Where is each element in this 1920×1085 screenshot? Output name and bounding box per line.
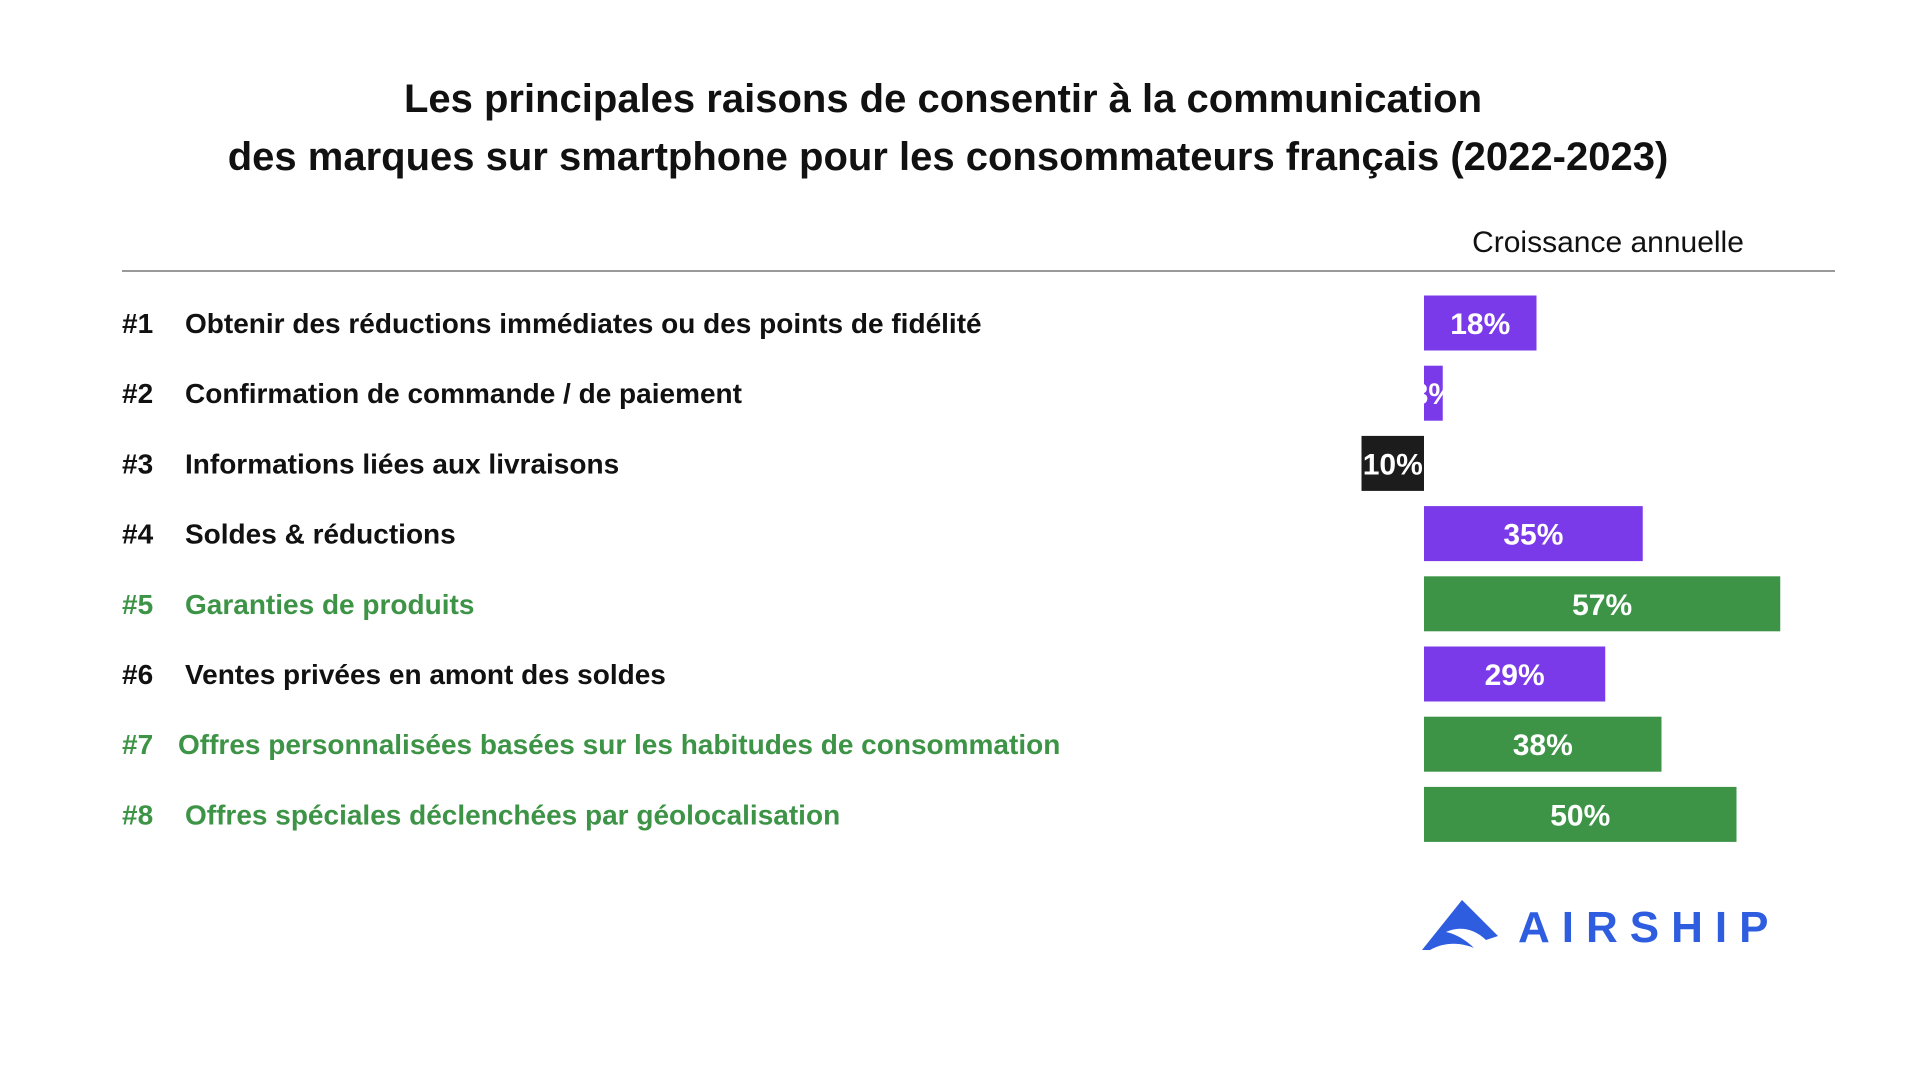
bar	[1424, 295, 1537, 351]
bar-value-label: 35%	[1503, 519, 1563, 552]
bar	[1424, 506, 1643, 562]
airship-logo-icon	[1422, 900, 1498, 950]
bar-value-label: 57%	[1572, 589, 1632, 622]
row-label: Confirmation de commande / de paiement	[185, 378, 742, 409]
bar-value-label: 3%	[1412, 378, 1455, 411]
bar-value-label: 50%	[1550, 799, 1610, 832]
bar	[1424, 646, 1606, 702]
row-rank: #3	[122, 448, 153, 479]
bar-value-label: 18%	[1450, 308, 1510, 341]
airship-logo: AIRSHIP	[1422, 900, 1780, 952]
row-rank: #2	[122, 378, 153, 409]
bar	[1424, 576, 1781, 632]
bar	[1424, 786, 1737, 842]
row-rank: #4	[122, 519, 154, 550]
bar	[1424, 716, 1662, 772]
row-rank: #8	[122, 799, 153, 830]
row-rank: #1	[122, 308, 153, 339]
row-label: Obtenir des réductions immédiates ou des…	[185, 308, 982, 339]
row-rank: #5	[122, 589, 153, 620]
row-label: Informations liées aux livraisons	[185, 448, 619, 479]
bar-value-label: 38%	[1513, 729, 1573, 762]
row-label: Soldes & réductions	[185, 519, 456, 550]
column-title: Croissance annuelle	[1472, 226, 1744, 259]
row-rank: #6	[122, 659, 153, 690]
bar-value-label: 29%	[1485, 659, 1545, 692]
bar	[1424, 365, 1443, 421]
row-label: Garanties de produits	[185, 589, 474, 620]
chart-title-line1: Les principales raisons de consentir à l…	[404, 77, 1482, 121]
bar-value-label: 10%	[1363, 448, 1423, 481]
row-label: Offres spéciales déclenchées par géoloca…	[185, 799, 840, 830]
row-label: Ventes privées en amont des soldes	[185, 659, 666, 690]
bar	[1361, 435, 1424, 491]
row-label: Offres personnalisées basées sur les hab…	[178, 729, 1060, 760]
chart-title-line2: des marques sur smartphone pour les cons…	[228, 135, 1669, 179]
logo-text: AIRSHIP	[1518, 903, 1780, 952]
chart-rows: #1 Obtenir des réductions immédiates ou d…	[122, 295, 1781, 842]
row-rank: #7	[122, 729, 153, 760]
